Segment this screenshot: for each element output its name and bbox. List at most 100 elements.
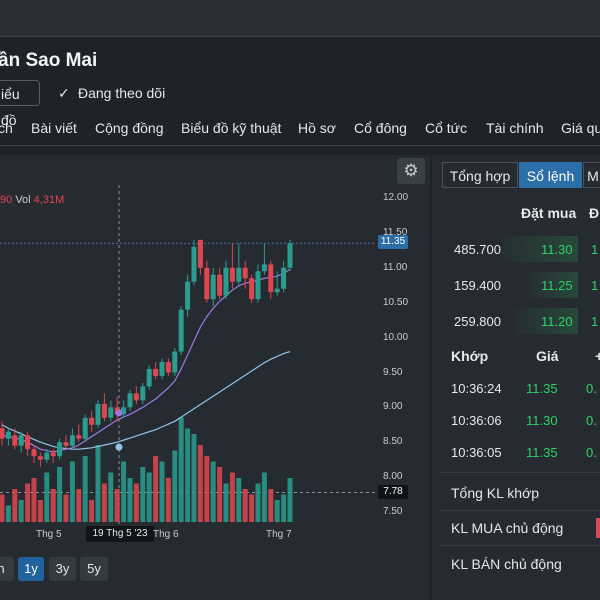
match-time: 10:36:06 [451,413,502,428]
match-time-header: Khớp [451,348,489,364]
y-tick-label: 8.00 [383,471,403,483]
follow-toggle[interactable]: ✓ Đang theo dõi [58,85,165,102]
volume-bar [82,456,88,522]
crosshair-marker-fast [115,409,123,417]
volume-bar [44,472,50,522]
volume-bar [0,494,5,522]
bid-volume: 159.400 [454,278,501,293]
volume-bar [236,478,242,522]
nav-item-technical-chart[interactable]: Biểu đồ kỹ thuật [181,120,282,136]
nav-item-posts[interactable]: Bài viết [31,120,77,136]
volume-bar [89,500,95,522]
volume-bar [159,461,165,522]
range-button-n[interactable]: n [0,557,14,581]
section-nav: ch Bài viết Cộng đồng Biểu đồ kỹ thuật H… [0,113,600,146]
volume-bar [31,478,37,522]
match-change: 0. [586,413,597,428]
candle-body [165,361,171,373]
chart-legend: 90 Vol 4,31M [0,194,64,206]
divider [440,472,600,473]
candle-body [255,271,261,300]
volume-bar [281,494,287,522]
range-button-1y[interactable]: 1y [18,557,44,581]
nav-item-dividends[interactable]: Cổ tức [425,120,468,136]
price-chart[interactable] [0,155,375,525]
volume-bar [172,450,178,522]
volume-bar [114,489,120,522]
active-buy-bar [596,518,600,538]
candle-body [5,431,11,439]
volume-bar [249,494,255,522]
nav-item-price[interactable]: Giá qu [561,120,600,136]
candle-body [172,351,178,373]
candle-body [140,386,146,401]
chart-button[interactable]: iểu đồ [0,80,40,128]
active-sell-label: KL BÁN chủ động [451,556,562,572]
nav-item-0[interactable]: ch [0,120,13,136]
candle-body [133,393,139,401]
last-price-tag: 11.35 [378,235,408,249]
chart-panel [0,155,430,600]
next-header: Đ [589,205,600,221]
range-button-3y[interactable]: 3y [49,557,76,581]
volume-bar [229,472,235,522]
volume-bar [95,445,101,522]
volume-bar [223,483,229,522]
tab-summary[interactable]: Tổng hợp [442,162,518,188]
volume-bar [191,434,197,522]
y-tick-label: 10.50 [383,296,409,308]
candle-body [89,417,95,425]
match-change: 0. [586,445,597,460]
volume-bar [255,483,261,522]
candle-body [12,435,18,446]
y-tick-label: 11.00 [383,261,408,273]
volume-bar [18,500,24,522]
candle-body [25,435,31,450]
tab-order-book[interactable]: Sổ lệnh [519,162,582,188]
candle-body [50,452,56,457]
bid-extra: 1 [591,278,599,293]
volume-bar [133,483,139,522]
range-button-5y[interactable]: 5y [80,557,108,581]
volume-bar [76,489,82,522]
divider [440,510,600,511]
bid-depth-bar [528,272,578,298]
volume-bar [185,428,191,522]
volume-bar [140,467,146,522]
candle-body [191,246,197,282]
nav-item-community[interactable]: Cộng đồng [95,120,164,136]
order-panel [432,155,600,600]
ma-slow-line [1,350,291,450]
bid-depth-bar [515,308,578,334]
bid-price: 11.25 [541,278,573,293]
volume-bar [127,478,133,522]
nav-item-profile[interactable]: Hồ sơ [298,120,336,136]
bid-volume: 259.800 [454,314,501,329]
divider [440,545,600,546]
volume-bar [210,461,216,522]
crosshair-marker-slow [115,443,123,451]
candle-body [261,264,267,272]
candle-body [101,403,107,418]
volume-bar [5,505,11,522]
y-tick-label: 9.50 [383,366,403,378]
y-tick-label: 11.50 [383,226,408,238]
volume-bar [217,467,223,522]
gear-icon[interactable]: ⚙ [397,158,425,184]
nav-item-shareholders[interactable]: Cổ đông [354,120,407,136]
candle-body [69,435,75,446]
volume-bar [101,483,107,522]
volume-bar [204,456,210,522]
volume-bar [178,417,184,522]
match-time: 10:36:05 [451,445,502,460]
candle-body [0,428,5,439]
candle-body [274,288,280,293]
x-label-jul: Thg 7 [266,529,292,540]
tab-more[interactable]: M [583,162,600,188]
volume-bar [25,483,31,522]
volume-bar [287,478,293,522]
nav-item-finance[interactable]: Tài chính [486,120,544,136]
volume-bar [242,489,248,522]
candle-body [18,435,24,446]
candle-body [127,393,133,408]
